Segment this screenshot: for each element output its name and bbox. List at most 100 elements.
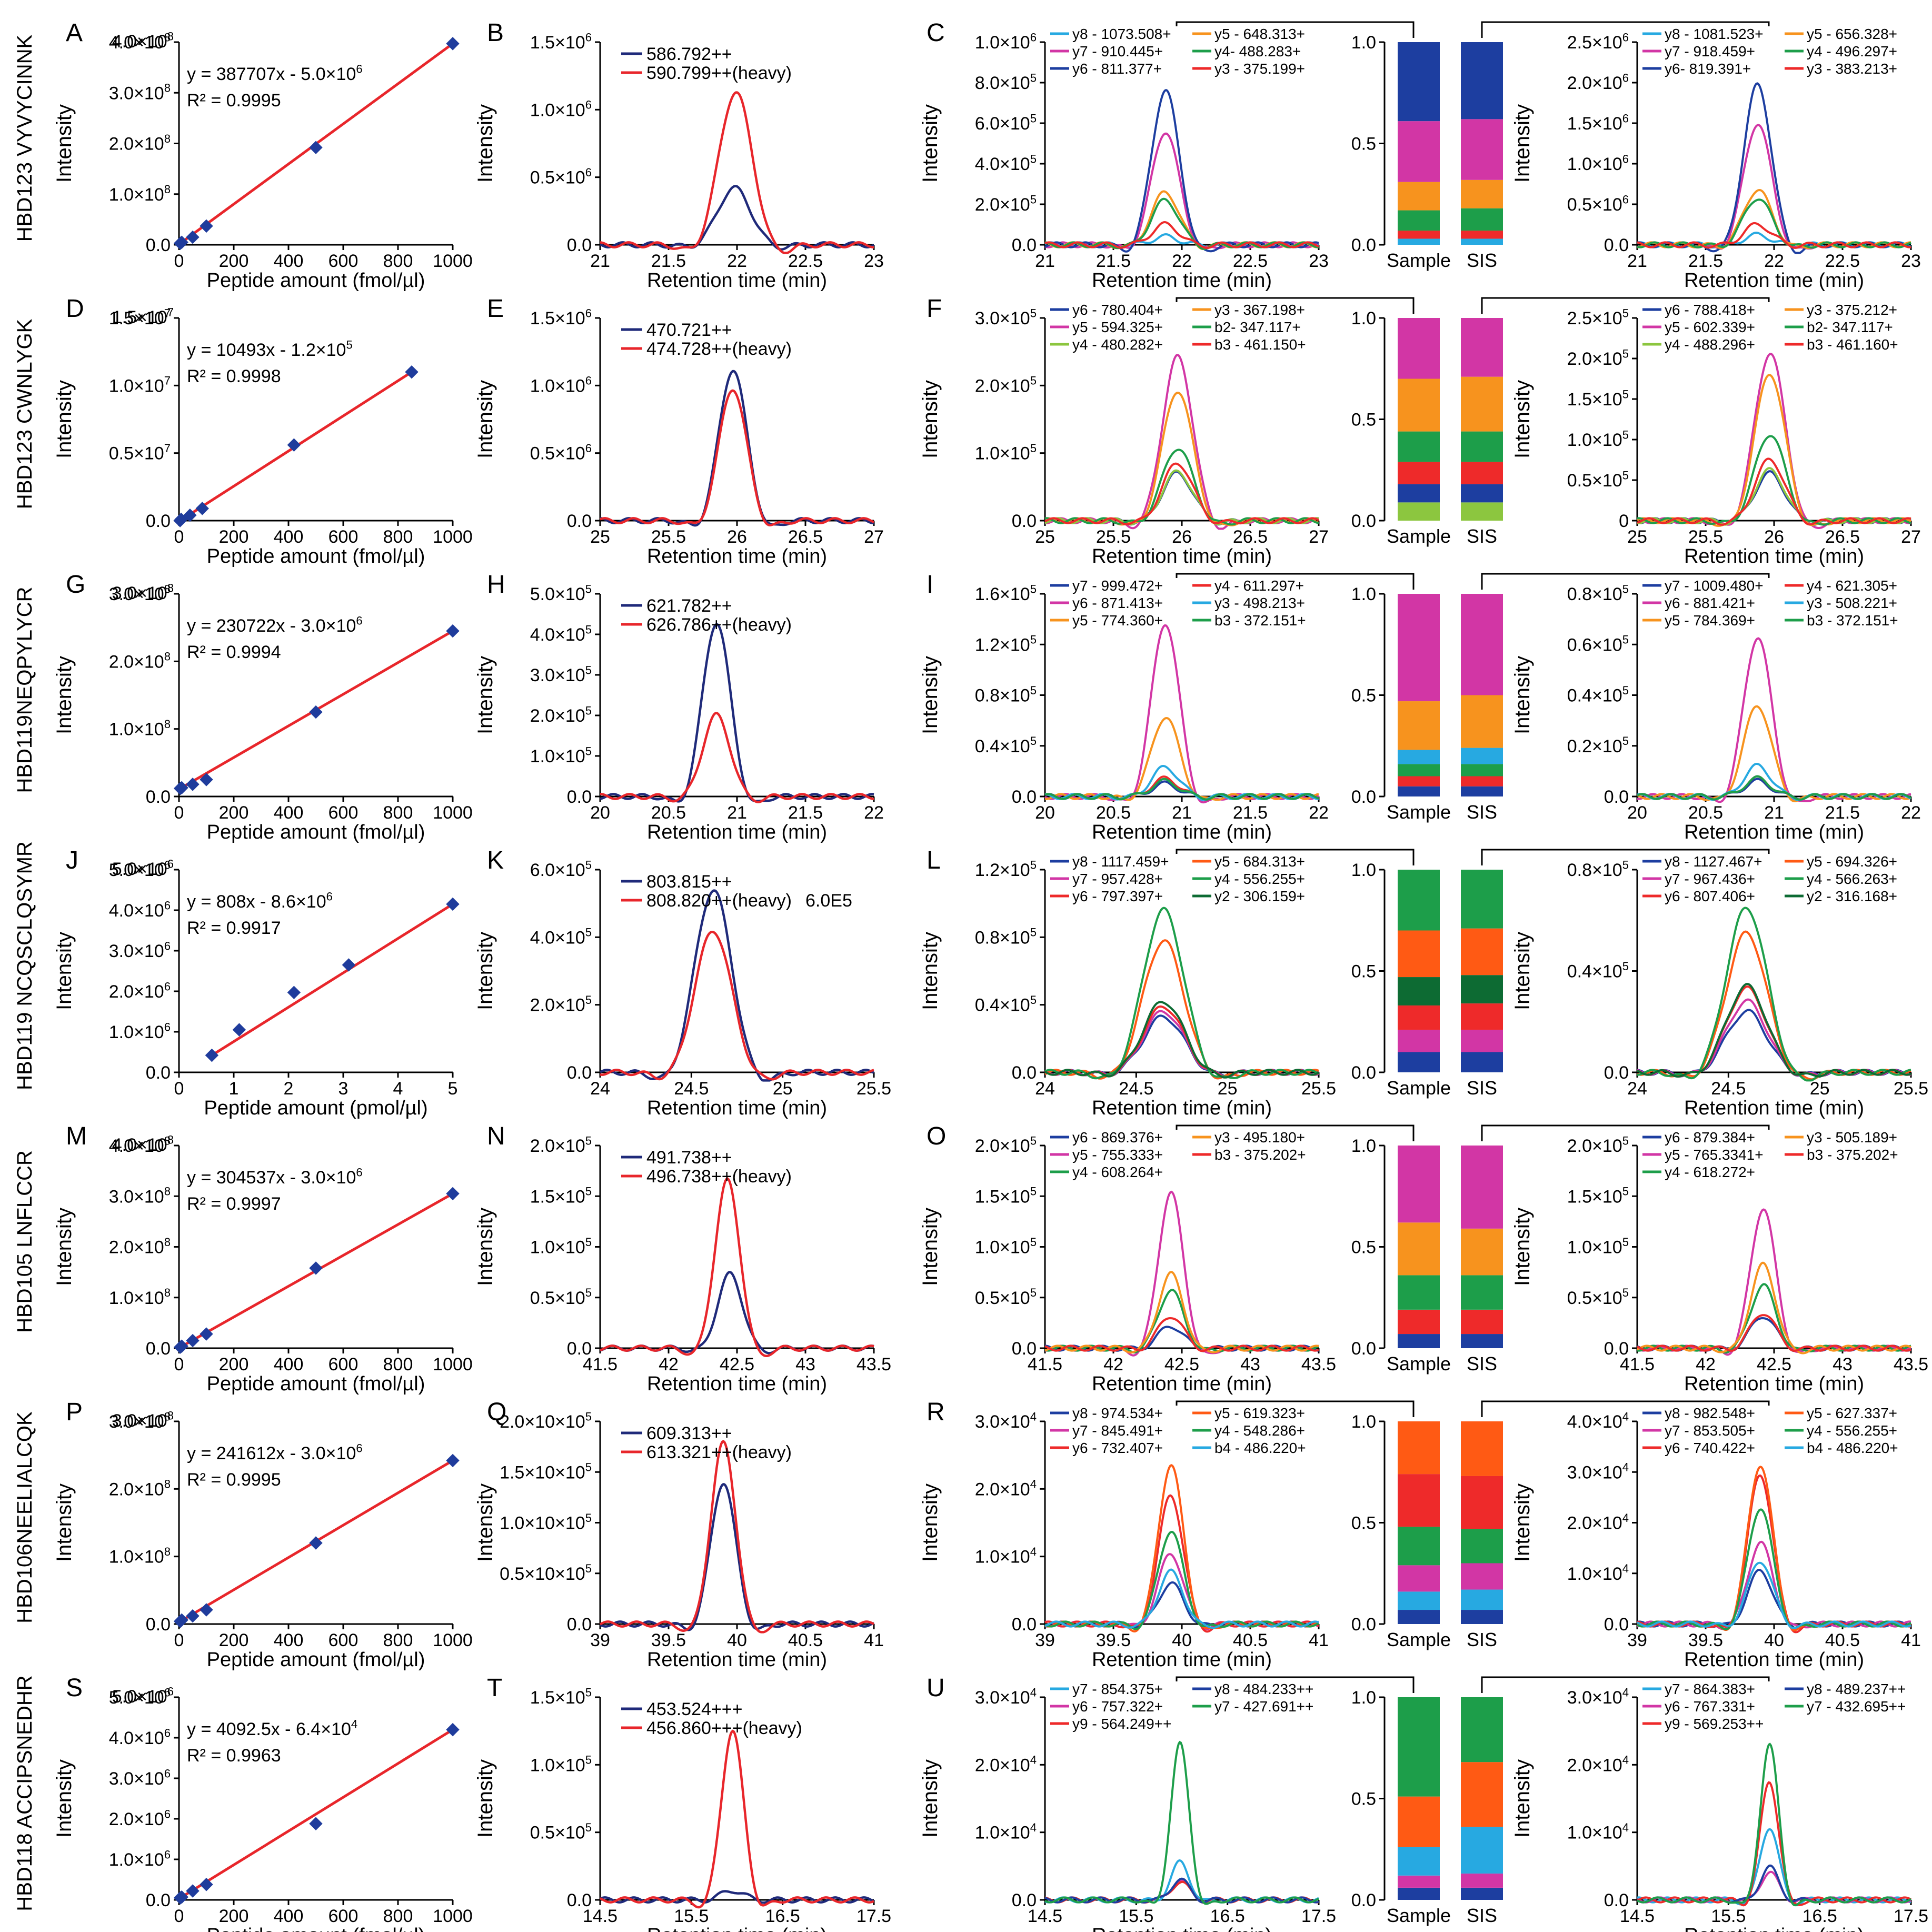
transitions_sis-x-tick-label: 21.5 (1688, 251, 1723, 271)
transitions_sample-y-tick-label: 0.0 (1012, 1890, 1037, 1910)
transition-trace (1044, 1877, 1319, 1904)
calibration-x-tick-label: 1000 (433, 1355, 473, 1375)
panel-letter: P (66, 1398, 83, 1426)
transitions_sis-y-tick-label: 2.0×104 (1567, 1754, 1629, 1776)
legend-label: y6 - 807.406+ (1665, 888, 1755, 904)
bar-segment (1398, 1309, 1440, 1335)
legend-label: y6 - 757.322+ (1072, 1698, 1163, 1715)
transitions_sample-x-tick-label: 20 (1035, 803, 1055, 823)
transitions_sample-x-tick-label: 21.5 (1096, 251, 1131, 271)
xic-y-tick-label: 2.0×10×105 (500, 1410, 592, 1432)
transitions_sample-y-label: Intensity (919, 1759, 942, 1838)
transitions_sample-x-tick-label: 25 (1035, 527, 1055, 547)
legend-label: y4 - 611.297+ (1214, 577, 1304, 594)
transitions_sis-y-tick-label: 0 (1619, 511, 1629, 531)
transitions_sample-y-tick-label: 0.0 (1012, 1339, 1037, 1359)
transition-trace (1637, 1508, 1911, 1630)
xic-x-tick-label: 21.5 (651, 251, 686, 271)
legend-label: y4 - 556.255+ (1214, 871, 1305, 887)
legend-label: y7 - 957.428+ (1072, 871, 1163, 887)
bar-segment (1461, 1827, 1503, 1874)
xic-y-tick-label: 1.5×105 (530, 1185, 592, 1207)
transitions_sample-y-tick-label: 2.0×104 (975, 1478, 1037, 1500)
transitions_sis-y-tick-label: 1.0×106 (1567, 152, 1629, 174)
calibration-x-label: Peptide amount (fmol/µl) (207, 1373, 425, 1395)
transition-trace (1044, 716, 1319, 801)
transition-trace (1637, 1314, 1911, 1352)
xic-x-tick-label: 40.5 (788, 1630, 823, 1650)
bar-y-tick-label: 0.0 (1351, 235, 1376, 255)
bar-segment (1398, 701, 1440, 750)
transition-trace (1044, 1568, 1319, 1629)
transitions_sample-x-tick-label: 26.5 (1233, 527, 1268, 547)
bar-segment (1398, 121, 1440, 182)
xic-y-tick-label: 1.5×105 (530, 1686, 592, 1708)
calibration-y-label: Intensity (53, 932, 76, 1010)
xic-x-label: Retention time (min) (647, 1373, 827, 1395)
transitions_sis-y-tick-label: 0.5×105 (1567, 469, 1629, 491)
legend-label: y5 - 627.337+ (1807, 1405, 1897, 1421)
transitions_sample-y-tick-label: 1.0×106 (975, 31, 1037, 53)
transitions_sample-y-tick-label: 1.5×105 (975, 1185, 1037, 1207)
transitions_sample-x-tick-label: 39 (1035, 1630, 1055, 1650)
xic-x-tick-label: 26.5 (788, 527, 823, 547)
legend-label: y5 - 684.313+ (1214, 853, 1305, 870)
calibration-point (205, 1048, 219, 1062)
peptide-label: HBD119 NCQSCLQSYMR (13, 841, 36, 1090)
transitions_sis-y-label: Intensity (1511, 1483, 1534, 1562)
transitions_sample-x-label: Retention time (min) (1092, 270, 1272, 292)
xic-y-tick-label: 0.0 (567, 1890, 592, 1910)
legend-label: 586.792++ (646, 44, 732, 64)
bar-y-tick-label: 0.0 (1351, 1339, 1376, 1359)
bar-segment (1398, 1030, 1440, 1052)
panel-letter: I (927, 571, 933, 599)
transitions_sis-x-tick-label: 27 (1901, 527, 1921, 547)
bar-segment (1461, 1887, 1503, 1900)
xic-trace (600, 1483, 875, 1631)
legend-label: y4 - 566.263+ (1807, 871, 1897, 887)
legend-label: y4 - 496.297+ (1807, 43, 1897, 59)
calibration-x-label: Peptide amount (pmol/µl) (204, 1097, 427, 1119)
bar-y-tick-label: 0.5 (1351, 686, 1376, 706)
bar-segment (1461, 1030, 1503, 1052)
transitions_sample-x-tick-label: 16.5 (1210, 1906, 1245, 1926)
legend-label: 590.799++(heavy) (646, 63, 792, 83)
calibration-x-label: Peptide amount (fmol/µl) (207, 821, 425, 843)
transitions_sis-x-tick-label: 22 (1764, 251, 1784, 271)
transitions_sample-y-tick-label: 0.0 (1012, 787, 1037, 807)
calibration-x-tick-label: 400 (274, 1906, 304, 1926)
transitions_sample-y-tick-label: 6.0×105 (975, 112, 1037, 134)
xic-y-tick-label: 2.0×105 (530, 1134, 592, 1156)
transitions_sample-x-tick-label: 22.5 (1233, 251, 1268, 271)
calibration-y-tick-label: 1.0×108 (109, 183, 171, 205)
legend-label: y5 - 784.369+ (1665, 612, 1755, 629)
transitions_sis-x-tick-label: 40 (1764, 1630, 1784, 1650)
transition-trace (1637, 124, 1911, 250)
transition-trace (1044, 469, 1319, 526)
transitions_sis-x-tick-label: 17.5 (1894, 1906, 1928, 1926)
calibration-x-tick-label: 2 (284, 1079, 294, 1099)
bar-segment (1461, 594, 1503, 695)
legend-label: y6 - 740.422+ (1665, 1440, 1755, 1456)
bar-y-tick-label: 0.0 (1351, 787, 1376, 807)
legend-label: 808.820++(heavy) (646, 891, 792, 911)
bar-segment (1461, 786, 1503, 796)
legend-label: b3 - 461.150+ (1214, 336, 1306, 353)
transitions_sample-x-tick-label: 41 (1309, 1630, 1329, 1650)
bar-y-tick-label: 0.5 (1351, 1513, 1376, 1533)
calibration-y-tick-label: 4.0×106 (109, 1726, 171, 1748)
bar-category-label: SIS (1467, 1353, 1497, 1375)
transitions_sis-y-label: Intensity (1511, 932, 1534, 1010)
bar-segment (1461, 1228, 1503, 1276)
calibration-x-tick-label: 800 (383, 251, 413, 271)
legend-label: b2- 347.117+ (1807, 319, 1893, 335)
legend-label: b3 - 372.151+ (1214, 612, 1306, 629)
transitions_sample-y-label: Intensity (919, 932, 942, 1010)
r2-label: R² = 0.9997 (187, 1194, 281, 1214)
xic-y-tick-label: 1.0×105 (530, 1754, 592, 1776)
bar-segment (1461, 462, 1503, 484)
xic-x-tick-label: 25.5 (857, 1079, 891, 1099)
legend-label: y6 - 732.407+ (1072, 1440, 1163, 1456)
bar-segment (1398, 1474, 1440, 1527)
calibration-y-tick-label: 1.0×107 (109, 374, 171, 396)
